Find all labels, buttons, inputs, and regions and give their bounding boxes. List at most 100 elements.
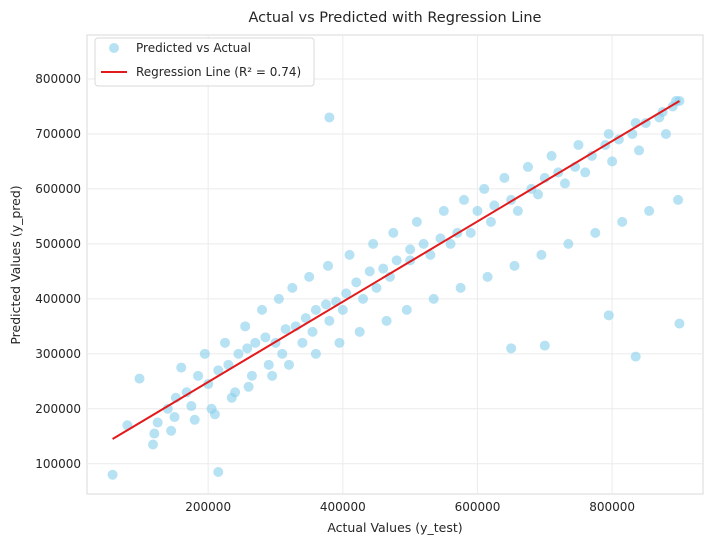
data-point (166, 425, 177, 436)
data-point (149, 428, 160, 439)
data-point (280, 324, 291, 335)
data-point (405, 244, 416, 255)
data-point (506, 343, 517, 354)
data-point (634, 145, 645, 156)
y-tick-label: 500000 (35, 237, 81, 251)
data-point (563, 238, 574, 249)
data-point (263, 359, 274, 370)
data-point (107, 469, 118, 480)
x-tick-label: 400000 (320, 500, 366, 514)
data-point (267, 370, 278, 381)
data-point (459, 194, 470, 205)
data-point (220, 337, 231, 348)
y-axis-label: Predicted Values (y_pred) (8, 185, 23, 344)
data-point (509, 260, 520, 271)
data-point (364, 266, 375, 277)
data-point (240, 321, 251, 332)
data-point (371, 282, 382, 293)
x-tick-label: 600000 (455, 500, 501, 514)
data-point (320, 299, 331, 310)
data-point (277, 348, 288, 359)
data-point (522, 161, 533, 172)
y-tick-label: 800000 (35, 72, 81, 86)
y-tick-label: 200000 (35, 402, 81, 416)
data-point (323, 260, 334, 271)
data-point (546, 150, 557, 161)
data-point (489, 200, 500, 211)
grid-lines (87, 35, 703, 494)
data-point (304, 271, 315, 282)
data-point (334, 337, 345, 348)
data-point (358, 293, 369, 304)
data-point (246, 370, 257, 381)
data-point (324, 112, 335, 123)
data-point (644, 205, 655, 216)
data-point (354, 326, 365, 337)
data-point (586, 150, 597, 161)
data-point (485, 216, 496, 227)
data-point (169, 412, 180, 423)
data-point (580, 167, 591, 178)
data-point (193, 370, 204, 381)
data-point (401, 304, 412, 315)
data-point (324, 315, 335, 326)
data-point (613, 134, 624, 145)
data-point (181, 387, 192, 398)
y-tick-label: 100000 (35, 457, 81, 471)
data-point (310, 304, 321, 315)
data-point (660, 128, 671, 139)
data-point (250, 337, 261, 348)
data-point (428, 293, 439, 304)
data-point (273, 293, 284, 304)
data-point (337, 304, 348, 315)
data-point (307, 326, 318, 337)
y-tick-label: 300000 (35, 347, 81, 361)
data-point (213, 365, 224, 376)
data-point (465, 227, 476, 238)
data-point (536, 249, 547, 260)
legend: Predicted vs Actual Regression Line (R² … (94, 37, 315, 87)
data-point (344, 249, 355, 260)
data-point (559, 178, 570, 189)
data-point (472, 205, 483, 216)
data-point (368, 238, 379, 249)
data-point (512, 205, 523, 216)
data-point (226, 392, 237, 403)
scatter-points (107, 95, 685, 480)
data-point (388, 227, 399, 238)
data-point (260, 332, 271, 343)
x-tick-label: 200000 (185, 500, 231, 514)
data-point (147, 439, 158, 450)
data-point (257, 304, 268, 315)
data-point (351, 277, 362, 288)
data-point (482, 271, 493, 282)
legend-marker-scatter (109, 43, 119, 53)
data-point (607, 156, 618, 167)
data-point (283, 359, 294, 370)
data-point (162, 403, 173, 414)
data-point (199, 348, 210, 359)
data-point (213, 467, 224, 478)
data-point (186, 401, 197, 412)
data-point (445, 238, 456, 249)
x-axis-label: Actual Values (y_test) (327, 520, 462, 535)
data-point (297, 337, 308, 348)
chart-title: Actual vs Predicted with Regression Line (249, 10, 542, 26)
data-point (539, 340, 550, 351)
data-point (189, 414, 200, 425)
y-tick-label: 400000 (35, 292, 81, 306)
data-point (438, 205, 449, 216)
data-point (455, 282, 466, 293)
data-point (391, 255, 402, 266)
data-point (617, 216, 628, 227)
data-point (674, 318, 685, 329)
data-point (341, 288, 352, 299)
data-point (411, 216, 422, 227)
data-point (206, 403, 217, 414)
data-point (603, 310, 614, 321)
x-tick-label: 800000 (589, 500, 635, 514)
data-point (533, 189, 544, 200)
data-point (425, 249, 436, 260)
